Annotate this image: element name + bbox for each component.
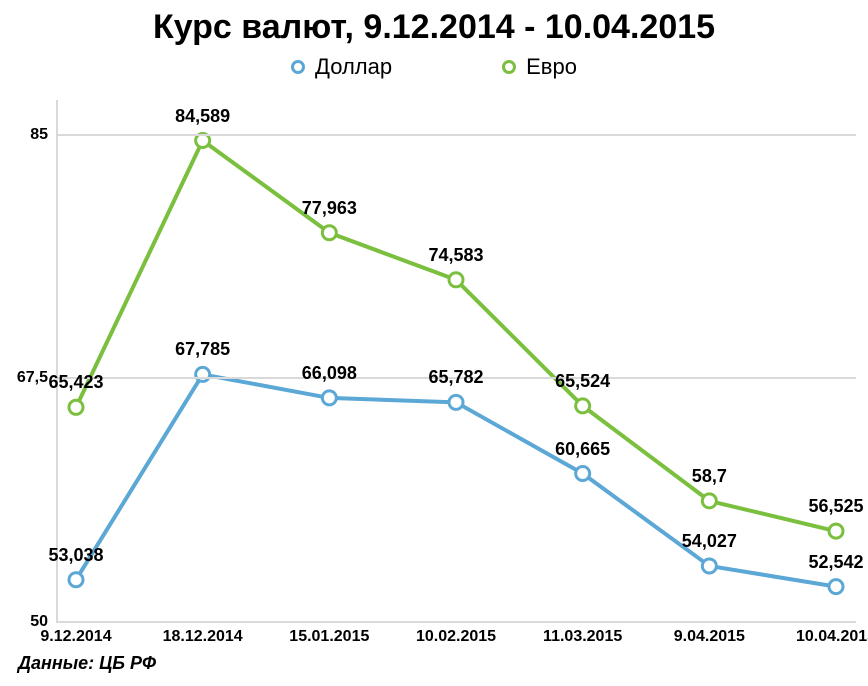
legend-item-euro: Евро xyxy=(502,54,577,80)
marker-dollar xyxy=(322,391,336,405)
marker-dollar xyxy=(702,559,716,573)
legend-label-euro: Евро xyxy=(526,54,577,80)
x-tick-label: 9.04.2015 xyxy=(674,628,745,646)
data-label-euro: 65,524 xyxy=(555,371,610,392)
data-label-dollar: 60,665 xyxy=(555,439,610,460)
y-tick-label: 85 xyxy=(30,126,48,144)
data-label-euro: 58,7 xyxy=(692,466,727,487)
data-label-dollar: 65,782 xyxy=(428,367,483,388)
x-tick-label: 9.12.2014 xyxy=(40,628,111,646)
marker-euro xyxy=(829,524,843,538)
marker-dollar xyxy=(69,573,83,587)
marker-euro xyxy=(449,273,463,287)
data-label-euro: 84,589 xyxy=(175,106,230,127)
legend-marker-euro xyxy=(502,60,516,74)
x-tick-label: 18.12.2014 xyxy=(163,628,243,646)
x-tick-label: 15.01.2015 xyxy=(289,628,369,646)
data-label-dollar: 52,542 xyxy=(808,552,863,573)
data-label-dollar: 66,098 xyxy=(302,363,357,384)
data-label-euro: 56,525 xyxy=(808,496,863,517)
gridline xyxy=(56,621,856,623)
marker-euro xyxy=(322,226,336,240)
marker-dollar xyxy=(449,395,463,409)
source-label: Данные: ЦБ РФ xyxy=(18,653,156,674)
data-label-euro: 77,963 xyxy=(302,198,357,219)
data-label-euro: 65,423 xyxy=(48,372,103,393)
data-label-dollar: 67,785 xyxy=(175,339,230,360)
marker-dollar xyxy=(576,467,590,481)
data-label-dollar: 53,038 xyxy=(48,545,103,566)
legend-item-dollar: Доллар xyxy=(291,54,392,80)
data-label-euro: 74,583 xyxy=(428,245,483,266)
x-tick-label: 10.04.2015 xyxy=(796,628,868,646)
chart-plot-area: 5067,5859.12.201418.12.201415.01.201510.… xyxy=(56,100,856,622)
gridline xyxy=(56,134,856,136)
marker-euro xyxy=(69,400,83,414)
x-tick-label: 11.03.2015 xyxy=(543,628,622,646)
y-tick-label: 67,5 xyxy=(17,369,48,387)
legend-label-dollar: Доллар xyxy=(315,54,392,80)
marker-euro xyxy=(576,399,590,413)
chart-title: Курс валют, 9.12.2014 - 10.04.2015 xyxy=(0,8,868,47)
data-label-dollar: 54,027 xyxy=(682,531,737,552)
x-tick-label: 10.02.2015 xyxy=(416,628,496,646)
legend-marker-dollar xyxy=(291,60,305,74)
marker-dollar xyxy=(829,580,843,594)
legend: Доллар Евро xyxy=(0,54,868,80)
marker-euro xyxy=(702,494,716,508)
